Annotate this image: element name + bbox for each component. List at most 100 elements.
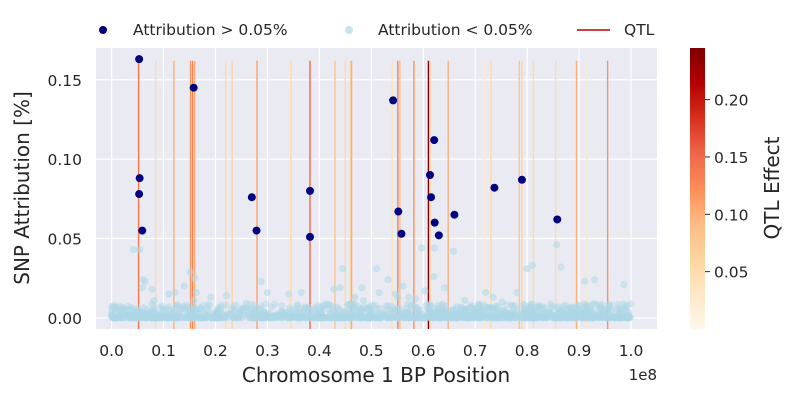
low-attribution-point (129, 246, 137, 254)
background-snp-dot (476, 313, 485, 322)
background-snp-dot (607, 306, 616, 315)
background-snp-dot (329, 302, 337, 310)
background-snp-dot (458, 308, 466, 317)
background-snp-dot (291, 313, 300, 321)
low-attribution-point (300, 304, 308, 312)
background-snp-dot (513, 305, 521, 314)
background-snp-dot (253, 314, 261, 322)
background-snp-dot (478, 314, 486, 322)
background-snp-dot (174, 303, 182, 311)
background-snp-dot (416, 311, 424, 319)
background-snp-dot (298, 313, 306, 321)
background-snp-dot (128, 303, 136, 312)
background-snp-dot (425, 308, 433, 316)
low-attribution-point (394, 293, 402, 301)
background-snp-dot (253, 311, 261, 320)
background-snp-dot (216, 311, 224, 319)
background-snp-dot (333, 303, 342, 311)
background-snp-dot (144, 313, 153, 322)
background-snp-dot (125, 314, 133, 322)
background-snp-dot (475, 314, 484, 322)
background-snp-dot (414, 314, 422, 322)
background-snp-dot (258, 310, 266, 318)
background-snp-dot (535, 313, 543, 321)
background-snp-dot (151, 312, 159, 320)
background-snp-dot (607, 314, 615, 322)
background-snp-dot (126, 305, 134, 313)
background-snp-dot (449, 306, 457, 314)
background-snp-dot (341, 313, 350, 321)
background-snp-dot (549, 314, 557, 322)
background-snp-dot (401, 314, 409, 322)
background-snp-dot (529, 314, 537, 322)
background-snp-dot (612, 313, 620, 321)
background-snp-dot (384, 302, 392, 310)
background-snp-dot (565, 309, 573, 317)
background-snp-dot (200, 313, 209, 322)
background-snp-dot (606, 314, 614, 322)
background-snp-dot (300, 312, 308, 321)
background-snp-dot (534, 313, 542, 321)
background-snp-dot (158, 314, 166, 322)
background-snp-dot (135, 312, 144, 320)
background-snp-dot (185, 309, 193, 317)
background-snp-dot (394, 314, 402, 322)
background-snp-dot (154, 314, 162, 322)
background-snp-dot (173, 314, 181, 322)
background-snp-dot (171, 314, 179, 322)
background-snp-dot (504, 313, 512, 322)
background-snp-dot (426, 301, 434, 309)
background-snp-dot (160, 314, 168, 322)
background-snp-dot (503, 313, 511, 322)
background-snp-dot (147, 311, 155, 319)
background-snp-dot (399, 312, 407, 320)
background-snp-dot (541, 313, 549, 321)
background-snp-dot (301, 313, 310, 321)
high-attribution-point (397, 229, 406, 238)
background-snp-dot (217, 308, 225, 317)
background-snp-dot (557, 307, 566, 315)
low-attribution-point (297, 288, 305, 297)
background-snp-dot (306, 314, 314, 322)
low-attribution-point (150, 296, 158, 305)
background-snp-dot (482, 310, 490, 319)
background-snp-dot (115, 311, 123, 319)
background-snp-dot (510, 311, 518, 319)
background-snp-dot (374, 314, 382, 322)
background-snp-dot (331, 314, 340, 322)
background-snp-dot (572, 310, 580, 319)
background-snp-dot (603, 314, 612, 322)
background-snp-dot (584, 308, 592, 316)
background-snp-dot (165, 306, 173, 314)
colorbar (690, 48, 705, 329)
background-snp-dot (453, 314, 462, 322)
background-snp-dot (315, 309, 323, 317)
background-snp-dot (249, 308, 257, 316)
background-snp-dot (190, 313, 198, 321)
background-snp-dot (254, 312, 262, 321)
background-snp-dot (440, 309, 448, 317)
background-snp-dot (227, 310, 235, 318)
background-snp-dot (366, 311, 375, 319)
background-snp-dot (616, 314, 624, 322)
y-axis-ticks: 0.000.050.100.15 (47, 72, 82, 328)
background-snp-dot (550, 312, 558, 320)
background-snp-dot (533, 314, 541, 322)
background-snp-dot (257, 311, 265, 319)
background-snp-dot (118, 311, 126, 319)
background-snp-dot (321, 305, 329, 313)
background-snp-dot (518, 314, 526, 322)
background-snp-dot (220, 313, 228, 321)
low-attribution-point (513, 288, 521, 297)
background-snp-dot (589, 314, 597, 322)
background-snp-dot (112, 314, 120, 322)
background-snp-dot (467, 313, 475, 322)
background-snp-dot (152, 314, 161, 322)
background-snp-dot (302, 314, 310, 322)
x-axis-ticks: 0.0 0.1 0.2 0.3 0.4 0.5 0.6 0.7 0.8 0.9 1.0 (99, 342, 643, 360)
background-snp-dot (577, 308, 586, 316)
background-snp-dot (450, 313, 458, 321)
background-snp-dot (327, 309, 335, 318)
background-snp-dot (143, 312, 151, 320)
high-attribution-point (427, 193, 436, 202)
